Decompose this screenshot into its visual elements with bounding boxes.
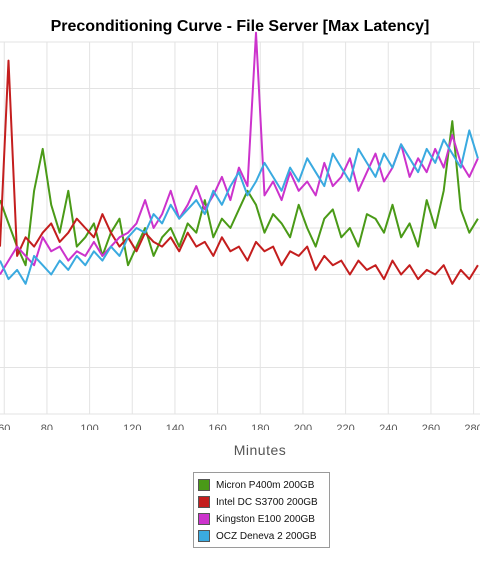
x-tick-label: 80 [41,423,53,430]
x-tick-labels: 60 80 100 120 140 160 180 200 220 240 260 280 [0,423,480,430]
legend-swatch [198,513,210,525]
legend-item: Kingston E100 200GB [198,511,315,527]
line-chart: 60 80 100 120 140 160 180 200 220 240 260 280 [0,31,480,430]
legend-swatch [198,496,210,508]
x-tick-label: 280 [464,423,480,430]
x-tick-label: 180 [251,423,269,430]
x-tick-label: 120 [123,423,141,430]
series-line [0,59,479,285]
chart-title: Preconditioning Curve - File Server [Max… [50,18,430,35]
x-tick-label: 240 [379,423,397,430]
x-axis-label: Minutes [233,442,287,458]
x-tick-label: 160 [208,423,226,430]
series-line [0,129,479,285]
legend-swatch [198,479,210,491]
legend-item: Micron P400m 200GB [198,477,314,493]
x-tick-label: 220 [336,423,354,430]
legend-label: Micron P400m 200GB [216,479,315,491]
x-tick-label: 140 [166,423,184,430]
x-tick-label: 100 [80,423,98,430]
legend-item: OCZ Deneva 2 200GB [198,528,317,544]
legend-label: OCZ Deneva 2 200GB [216,530,317,542]
legend-item: Intel DC S3700 200GB [198,494,318,510]
series-lines [0,31,479,285]
legend: Micron P400m 200GB Intel DC S3700 200GB … [193,472,330,548]
x-tick-label: 200 [294,423,312,430]
legend-label: Intel DC S3700 200GB [216,496,318,508]
legend-swatch [198,530,210,542]
legend-label: Kingston E100 200GB [216,513,315,525]
series-line [0,120,479,267]
x-tick-label: 260 [422,423,440,430]
x-tick-label: 60 [0,423,10,430]
